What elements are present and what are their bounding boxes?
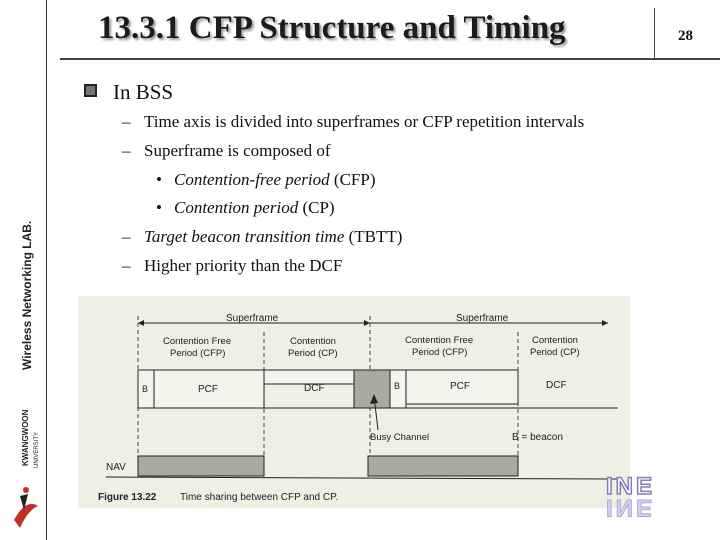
university-logo-name: KWANGWOON [21, 410, 30, 466]
superframe-1-label: Superframe [226, 313, 279, 324]
ine-logo-text: INE [606, 473, 655, 500]
superframe-2-arrow-right [602, 320, 608, 326]
university-logo: KWANGWOON UNIVERSITY [14, 410, 40, 528]
figure-caption-number: Figure 13.22 [98, 492, 157, 503]
pcf-box-1 [153, 369, 265, 409]
main-bullet: In BSS [84, 80, 173, 105]
dcf-box-1 [263, 369, 355, 385]
sub-bullet-2: – Superframe is composed of [122, 141, 331, 160]
timing-diagram: Superframe Superframe Contention Free Pe… [98, 313, 619, 503]
cfp-label-2-line2: Period (CFP) [412, 347, 467, 358]
left-divider [46, 0, 47, 540]
square-bullet-icon [84, 84, 97, 97]
sub-bullet-4: – Higher priority than the DCF [122, 256, 343, 275]
ine-logo-reflection: INE [606, 494, 655, 521]
nav-label: NAV [106, 462, 126, 473]
logo-mark-dot [23, 487, 29, 493]
cfp-label-1-line2: Period (CFP) [170, 348, 225, 359]
sub-bullet-3: – Target beacon transition time (TBTT) [122, 227, 403, 246]
beacon-box-1-label: B [142, 384, 148, 394]
logo-mark-figure [20, 494, 28, 510]
beacon-box-2-label: B [394, 381, 400, 391]
pcf-box-2-label: PCF [450, 381, 470, 392]
cfp-label-2-line1: Contention Free [405, 335, 473, 346]
nav-block-2 [367, 455, 519, 477]
sub-sub-bullet-2: • Contention period (CP) [156, 198, 335, 217]
university-logo-sub: UNIVERSITY [34, 432, 40, 468]
pcf-box-2 [405, 369, 519, 405]
sub-sub-bullet-1: • Contention-free period (CFP) [156, 170, 376, 189]
nav-block-1 [137, 455, 265, 477]
busy-channel-label: Busy Channel [370, 432, 429, 443]
pcf-box-1-label: PCF [198, 384, 218, 395]
superframe-1-arrow-right [364, 320, 370, 326]
cp-label-2-line1: Contention [532, 335, 578, 346]
superframe-1-arrow-left [138, 320, 144, 326]
cp-label-1-line1: Contention [290, 336, 336, 347]
figure-caption-text: Time sharing between CFP and CP. [180, 492, 338, 503]
title-vertical-rule [654, 8, 655, 60]
main-bullet-text: In BSS [113, 80, 174, 104]
slide-title: 13.3.1 CFP Structure and Timing [98, 10, 566, 46]
beacon-legend: B = beacon [512, 432, 563, 443]
ine-logo: INE INE [605, 472, 655, 521]
cfp-label-1-line1: Contention Free [163, 336, 231, 347]
cp-label-2-line2: Period (CP) [530, 347, 580, 358]
title-underline [60, 58, 720, 60]
page-number: 28 [678, 28, 693, 44]
nav-baseline [105, 476, 619, 480]
cp-label-1-line2: Period (CP) [288, 348, 338, 359]
busy-channel-arrowhead [370, 394, 378, 404]
sub-bullet-1: – Time axis is divided into superframes o… [122, 112, 585, 131]
dcf-box-2-label: DCF [546, 380, 567, 391]
superframe-2-label: Superframe [456, 313, 509, 324]
timing-figure: Superframe Superframe Contention Free Pe… [78, 296, 630, 508]
logo-mark-swoosh [14, 503, 38, 528]
dcf-box-1-label: DCF [304, 383, 325, 394]
sidebar-lab-label: Wireless Networking LAB. [20, 220, 34, 370]
